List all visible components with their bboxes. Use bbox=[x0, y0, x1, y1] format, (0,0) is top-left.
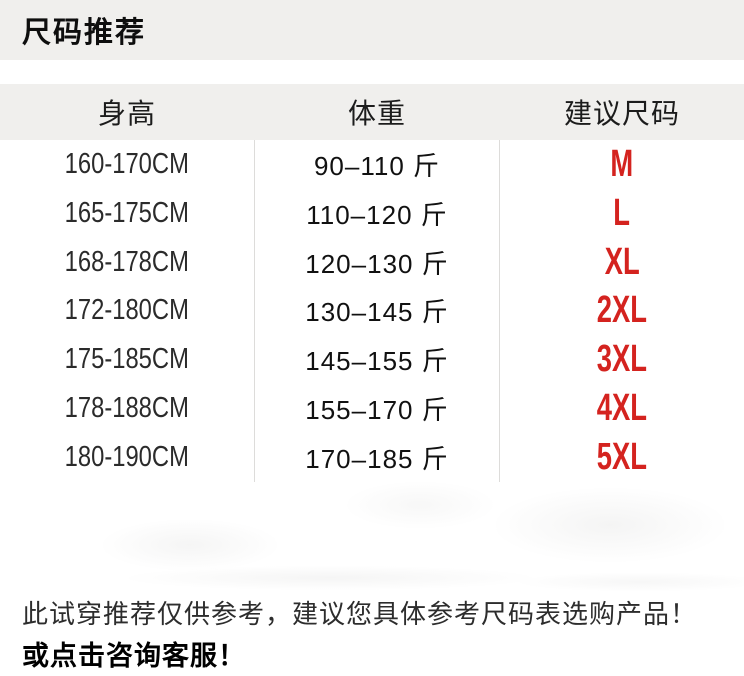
table-row: 180-190CM 170–185 斤 5XL bbox=[0, 433, 744, 482]
header-height: 身高 bbox=[97, 98, 156, 129]
table-row: 178-188CM 155–170 斤 4XL bbox=[0, 384, 744, 434]
height-cell: 165-175CM bbox=[64, 196, 190, 229]
height-cell: 180-190CM bbox=[64, 441, 190, 474]
height-cell: 175-185CM bbox=[64, 343, 190, 376]
weight-cell: 155–170 斤 bbox=[254, 384, 500, 434]
size-cell: M bbox=[610, 142, 634, 185]
contact-service-link[interactable]: 或点击咨询客服！ bbox=[22, 641, 246, 671]
table-row: 172-180CM 130–145 斤 2XL bbox=[0, 286, 744, 336]
height-cell: 178-188CM bbox=[64, 392, 190, 425]
disclaimer-text: 此试穿推荐仅供参考，建议您具体参考尺码表选购产品！ bbox=[22, 599, 698, 629]
size-cell: 3XL bbox=[596, 338, 648, 381]
header-size: 建议尺码 bbox=[563, 98, 680, 129]
height-cell: 160-170CM bbox=[64, 147, 190, 180]
weight-cell: 110–120 斤 bbox=[254, 188, 500, 238]
title-bar: 尺码推荐 bbox=[0, 0, 744, 60]
header-weight: 体重 bbox=[347, 98, 406, 129]
size-table-header: 身高 体重 建议尺码 bbox=[0, 84, 744, 140]
weight-cell: 145–155 斤 bbox=[254, 335, 500, 385]
size-cell: 2XL bbox=[596, 289, 648, 332]
size-cell: 4XL bbox=[596, 387, 648, 430]
size-table-body: 160-170CM 90–110 斤 M 165-175CM 110–120 斤… bbox=[0, 140, 744, 482]
watermark-smudge bbox=[0, 470, 744, 595]
height-cell: 168-178CM bbox=[64, 245, 190, 278]
size-cell: L bbox=[613, 191, 631, 234]
weight-cell: 170–185 斤 bbox=[254, 433, 500, 482]
table-row: 165-175CM 110–120 斤 L bbox=[0, 188, 744, 238]
table-row: 160-170CM 90–110 斤 M bbox=[0, 140, 744, 189]
size-cell: 5XL bbox=[596, 436, 648, 479]
weight-cell: 120–130 斤 bbox=[254, 237, 500, 287]
weight-cell: 90–110 斤 bbox=[254, 140, 500, 189]
size-cell: XL bbox=[604, 240, 640, 283]
footer: 此试穿推荐仅供参考，建议您具体参考尺码表选购产品！ 或点击咨询客服！ bbox=[22, 597, 722, 673]
table-row: 175-185CM 145–155 斤 3XL bbox=[0, 335, 744, 385]
page-title: 尺码推荐 bbox=[22, 17, 147, 49]
height-cell: 172-180CM bbox=[64, 294, 190, 327]
table-row: 168-178CM 120–130 斤 XL bbox=[0, 237, 744, 287]
weight-cell: 130–145 斤 bbox=[254, 286, 500, 336]
